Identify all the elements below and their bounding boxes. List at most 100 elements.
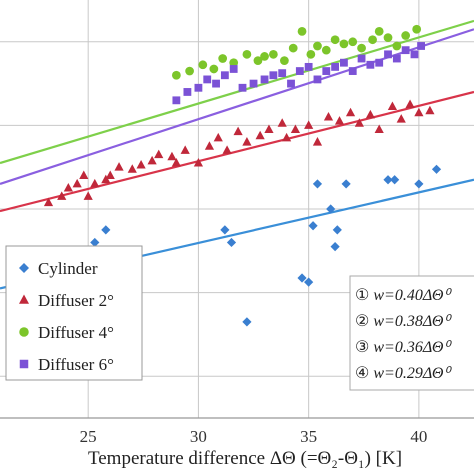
annotation-2: ② w=0.38ΔΘ⁰ (355, 313, 452, 330)
data-point-square (260, 75, 269, 84)
data-point-triangle (136, 160, 146, 169)
data-point-triangle (79, 170, 89, 180)
data-point-triangle (242, 137, 252, 146)
data-point-circle (198, 60, 208, 70)
data-point-diamond (383, 175, 393, 185)
data-point-circle (368, 35, 377, 45)
data-point-triangle (425, 105, 435, 115)
data-point-circle (383, 33, 393, 42)
data-point-square (304, 62, 313, 71)
x-tick-label-35: 35 (300, 427, 317, 446)
legend-marker-triangle (19, 294, 29, 304)
data-point-circle (172, 70, 181, 80)
data-point-square (278, 69, 287, 78)
data-point-triangle (312, 137, 323, 146)
data-point-square (357, 54, 366, 63)
data-point-circle (313, 41, 322, 51)
legend-label-3: Diffuser 6° (38, 355, 114, 374)
data-point-triangle (414, 107, 424, 117)
data-point-triangle (255, 130, 265, 140)
data-point-square (417, 42, 425, 50)
data-point-square (295, 67, 304, 75)
data-point-triangle (171, 157, 181, 167)
legend: Cylinder Diffuser 2° Diffuser 4° Diffuser 6… (5, 245, 143, 381)
data-point-triangle (277, 118, 287, 127)
data-point-circle (218, 54, 228, 63)
data-point-triangle (127, 164, 137, 173)
data-point-circle (348, 37, 358, 47)
data-point-diamond (431, 164, 442, 174)
data-point-square (249, 79, 258, 88)
legend-label-0: Cylinder (38, 259, 98, 278)
annotation-box: ① w=0.40ΔΘ⁰ ② w=0.38ΔΘ⁰ ③ w=0.36ΔΘ⁰ ④ w=0.2… (349, 275, 474, 391)
data-points (43, 24, 442, 327)
data-point-circle (374, 26, 384, 36)
annotation-box-frame (349, 275, 474, 391)
data-point-triangle (167, 151, 177, 161)
data-point-square (410, 50, 419, 59)
x-axis-label: Temperature difference ΔΘ (=Θ₂-Θ₁) [K] (88, 448, 402, 469)
data-point-triangle (114, 162, 124, 171)
data-point-square (340, 58, 348, 67)
legend-label-1: Diffuser 2° (38, 291, 114, 310)
data-point-circle (401, 31, 411, 40)
data-point-circle (357, 43, 366, 53)
data-point-circle (209, 64, 219, 74)
data-point-circle (412, 24, 422, 34)
data-point-diamond (220, 225, 230, 235)
legend-label-2: Diffuser 4° (38, 323, 114, 342)
data-point-square (331, 62, 340, 71)
data-point-square (212, 79, 220, 88)
data-point-triangle (204, 141, 215, 150)
data-point-triangle (405, 99, 415, 108)
data-point-square (238, 83, 247, 92)
data-point-square (384, 50, 392, 59)
data-point-triangle (345, 107, 356, 117)
data-point-square (322, 67, 331, 75)
data-point-square (348, 67, 357, 75)
data-point-circle (253, 56, 263, 65)
data-point-diamond (341, 179, 351, 189)
data-point-diamond (304, 277, 314, 287)
x-tick-label-25: 25 (80, 427, 97, 446)
x-tick-label-40: 40 (410, 427, 427, 446)
data-point-circle (297, 26, 307, 36)
data-point-triangle (90, 178, 100, 188)
data-point-diamond (226, 237, 237, 248)
data-point-diamond (390, 175, 400, 185)
data-point-triangle (323, 111, 334, 121)
data-point-circle (339, 39, 349, 49)
data-point-triangle (264, 124, 274, 134)
data-point-triangle (387, 101, 398, 111)
data-point-circle (392, 41, 402, 51)
data-point-triangle (374, 124, 384, 134)
data-point-diamond (414, 179, 424, 189)
data-point-circle (229, 58, 239, 68)
data-point-triangle (57, 191, 67, 200)
data-point-triangle (213, 132, 223, 142)
data-point-diamond (297, 273, 307, 283)
data-point-triangle (304, 120, 314, 129)
data-point-square (203, 75, 212, 84)
legend-marker-diamond (19, 263, 29, 273)
data-point-circle (321, 45, 331, 55)
data-point-diamond (90, 237, 100, 248)
data-point-diamond (101, 225, 111, 235)
x-tick-labels: 25 30 35 40 (80, 427, 428, 446)
data-point-square (287, 79, 295, 88)
data-point-diamond (308, 221, 318, 231)
data-point-triangle (43, 197, 54, 207)
data-point-triangle (365, 109, 375, 119)
data-point-square (229, 65, 238, 73)
fit-line-1 (0, 90, 474, 213)
data-point-circle (260, 52, 269, 61)
data-point-circle (306, 49, 316, 59)
data-point-triangle (72, 178, 82, 188)
data-point-square (375, 58, 384, 67)
data-point-square (366, 60, 375, 69)
data-point-diamond (330, 242, 340, 252)
data-point-diamond (242, 317, 252, 327)
legend-marker-circle (19, 327, 29, 337)
data-point-triangle (147, 155, 157, 165)
